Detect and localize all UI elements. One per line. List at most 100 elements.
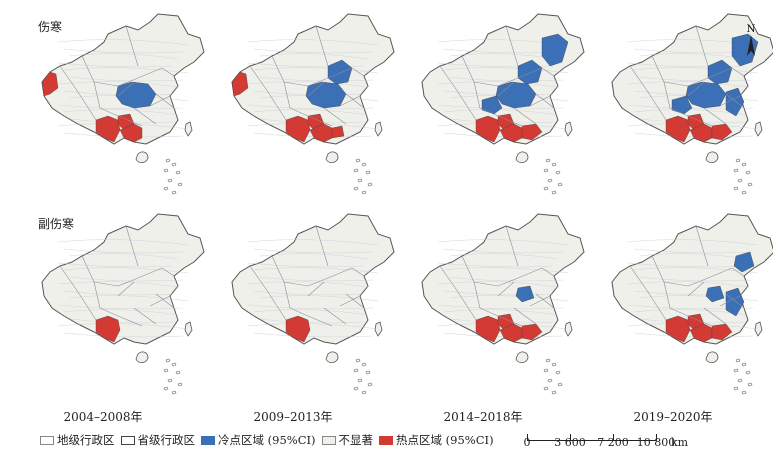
prefecture-boundary [627, 239, 759, 246]
province-boundary [687, 281, 705, 297]
province-boundary [307, 267, 353, 287]
province-boundary [117, 267, 163, 287]
china-map-paratyphoid-2 [228, 212, 404, 400]
scale-label-3600: 3 600 [554, 436, 586, 449]
province-boundary [315, 225, 329, 267]
china-map-typhoid-4 [608, 12, 773, 200]
taiwan-island [184, 121, 193, 137]
taiwan-island [564, 321, 573, 337]
south-sea-island [741, 390, 747, 395]
south-sea-island [365, 370, 371, 375]
province-boundary [117, 281, 135, 297]
province-boundary [541, 67, 555, 77]
prefecture-boundary [57, 239, 189, 246]
prefecture-boundary [633, 67, 759, 74]
province-boundary [345, 93, 365, 109]
legend: 地级行政区 省级行政区 冷点区域 (95%CI) 不显著 热点区域 (95%CI… [40, 432, 500, 448]
south-sea-island [747, 382, 753, 387]
prefecture-boundary [57, 262, 174, 268]
province-boundary [731, 267, 745, 277]
hot-region-yunnan [665, 315, 691, 343]
south-sea-island [163, 168, 169, 173]
south-sea-island [735, 358, 741, 363]
province-boundary [663, 81, 689, 87]
province-boundary [125, 25, 139, 67]
south-sea-island [555, 370, 561, 375]
cold-region-northeast [541, 33, 569, 67]
province-boundary [323, 307, 347, 325]
scale-label-10800: 10 800 [636, 436, 676, 449]
prefecture-boundary [449, 295, 569, 302]
legend-item-hot: 热点区域 (95%CI) [379, 432, 494, 448]
hot-region-guangdong [521, 323, 543, 341]
prefecture-boundary [437, 262, 554, 268]
china-map-typhoid-1 [38, 12, 214, 200]
south-sea-island [543, 386, 549, 391]
south-sea-island [355, 358, 361, 363]
province-boundary [505, 25, 519, 67]
province-boundary [719, 295, 741, 307]
hot-region-guangdong [521, 123, 543, 141]
south-sea-island [551, 190, 557, 195]
province-boundary [479, 107, 523, 127]
prefecture-boundary [63, 309, 179, 316]
prefecture-boundary [69, 276, 184, 282]
province-boundary [283, 281, 309, 287]
province-boundary [59, 65, 97, 121]
taiwan-island [754, 121, 763, 137]
south-sea-island [171, 390, 177, 395]
south-sea-island [361, 190, 367, 195]
south-sea-island [355, 158, 361, 163]
south-sea-island [735, 158, 741, 163]
prefecture-boundary [57, 104, 184, 110]
china-map-paratyphoid-3 [418, 212, 594, 400]
province-boundary [719, 95, 741, 107]
prefecture-boundary [247, 323, 379, 330]
prefecture-boundary [437, 62, 554, 68]
province-boundary [725, 93, 745, 109]
prefecture-boundary [627, 62, 744, 68]
province-boundary [687, 267, 733, 287]
prefecture-boundary [627, 281, 749, 288]
prefecture-boundary [259, 295, 379, 302]
prefecture-boundary [69, 295, 189, 302]
prefecture-boundary [437, 239, 569, 246]
prefecture-boundary [247, 262, 364, 268]
province-boundary [695, 225, 709, 267]
province-boundary [117, 81, 135, 97]
legend-swatch-prefecture [40, 435, 54, 445]
hot-region-guangxi [119, 123, 143, 143]
province-boundary [283, 81, 309, 87]
prefecture-boundary [63, 109, 179, 116]
prefecture-boundary [57, 281, 179, 288]
taiwan-island [754, 321, 763, 337]
country-outline [231, 213, 395, 345]
country-outline [41, 213, 205, 345]
row-label-paratyphoid: 副伤寒 [38, 217, 75, 231]
period-label-3: 2014–2018年 [443, 410, 523, 424]
cold-region-sichuan [671, 95, 693, 115]
south-sea-island [555, 170, 561, 175]
province-boundary [345, 293, 365, 309]
province-boundary [535, 293, 555, 309]
province-boundary [289, 107, 333, 127]
province-boundary [535, 93, 555, 109]
south-sea-island [361, 162, 367, 167]
province-boundary [117, 67, 163, 87]
prefecture-boundary [69, 76, 184, 82]
hot-region-yunnan [285, 315, 311, 343]
period-label-4: 2019–2020年 [633, 410, 713, 424]
china-map-typhoid-3 [418, 12, 594, 200]
province-boundary [529, 295, 551, 307]
province-boundary [289, 307, 333, 327]
scale-label-0: 0 [523, 436, 531, 449]
prefecture-boundary [63, 248, 184, 254]
province-boundary [687, 67, 733, 87]
south-sea-island [747, 182, 753, 187]
china-map-paratyphoid-1 [38, 212, 214, 400]
prefecture-boundary [627, 262, 744, 268]
prefecture-boundary [253, 132, 374, 138]
south-sea-island [545, 158, 551, 163]
prefecture-boundary [57, 39, 189, 46]
china-map-paratyphoid-4 [608, 212, 773, 400]
